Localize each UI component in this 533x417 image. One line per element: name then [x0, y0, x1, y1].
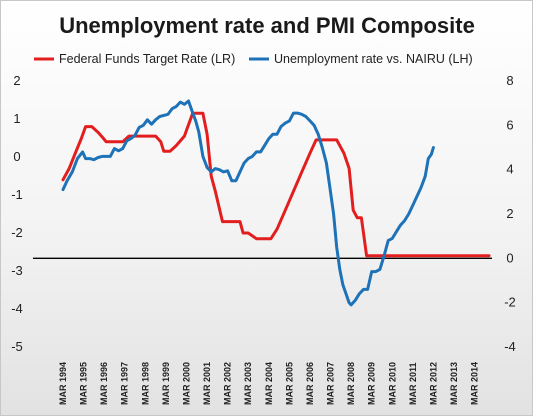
- x-tick-label: MAR 1994: [58, 362, 68, 405]
- x-tick-label: MAR 2011: [408, 362, 418, 405]
- left-tick-label: 2: [13, 73, 20, 88]
- x-tick-label: MAR 2009: [367, 362, 377, 405]
- right-tick-label: -2: [504, 295, 516, 310]
- x-tick-label: MAR 2007: [326, 362, 336, 405]
- x-tick-label: MAR 2013: [449, 362, 459, 405]
- x-tick-label: MAR 2001: [202, 362, 212, 405]
- series-line-unemployment: [61, 99, 435, 307]
- left-tick-label: -3: [11, 263, 23, 278]
- series-layer: [61, 99, 491, 307]
- left-tick-label: -4: [11, 301, 23, 316]
- x-tick-label: MAR 2008: [346, 362, 356, 405]
- x-tick-label: MAR 1996: [99, 362, 109, 405]
- left-tick-label: -1: [11, 187, 23, 202]
- left-tick-label: -5: [11, 339, 23, 354]
- right-tick-label: 6: [506, 117, 513, 132]
- legend: Federal Funds Target Rate (LR) Unemploym…: [34, 52, 473, 66]
- right-axis-ticks: 8 6 4 2 0 -2 -4: [504, 73, 516, 354]
- x-tick-label: MAR 1995: [79, 362, 89, 405]
- x-tick-label: MAR 1997: [120, 362, 130, 405]
- x-tick-label: MAR 2002: [223, 362, 233, 405]
- legend-label-unemployment: Unemployment rate vs. NAIRU (LH): [274, 52, 473, 66]
- x-tick-label: MAR 2005: [284, 362, 294, 405]
- x-axis-ticks: MAR 1994 MAR 1995 MAR 1996 MAR 1997 MAR 1998…: [58, 362, 480, 405]
- right-tick-label: 2: [506, 206, 513, 221]
- x-tick-label: MAR 2014: [470, 362, 480, 405]
- left-tick-label: 0: [13, 149, 20, 164]
- left-tick-label: -2: [11, 225, 23, 240]
- right-tick-label: 0: [506, 250, 513, 265]
- x-tick-label: MAR 1998: [140, 362, 150, 405]
- right-tick-label: 8: [506, 73, 513, 88]
- x-tick-label: MAR 2003: [243, 362, 253, 405]
- chart-title: Unemployment rate and PMI Composite: [59, 13, 475, 38]
- x-tick-label: MAR 1999: [161, 362, 171, 405]
- x-tick-label: MAR 2012: [428, 362, 438, 405]
- x-tick-label: MAR 2010: [387, 362, 397, 405]
- legend-label-fed-funds: Federal Funds Target Rate (LR): [59, 52, 235, 66]
- series-line-fed-funds: [61, 111, 491, 258]
- right-tick-label: -4: [504, 339, 516, 354]
- x-tick-label: MAR 2004: [264, 362, 274, 405]
- left-tick-label: 1: [13, 111, 20, 126]
- x-tick-label: MAR 2000: [181, 362, 191, 405]
- right-tick-label: 4: [506, 162, 513, 177]
- left-axis-ticks: 2 1 0 -1 -2 -3 -4 -5: [11, 73, 23, 354]
- x-tick-label: MAR 2006: [305, 362, 315, 405]
